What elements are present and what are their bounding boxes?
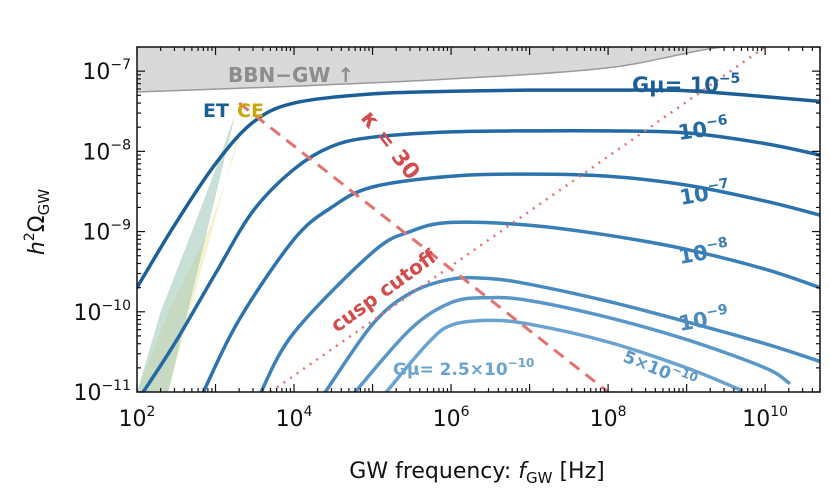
y-tick-label-1: 10−8: [82, 137, 131, 165]
cusp-label: cusp cutoff: [326, 244, 442, 337]
x-tick-label-4: 1010: [742, 404, 788, 432]
series-label-4: 10−8: [676, 235, 730, 269]
y-tick-label-0: 10−7: [82, 57, 131, 85]
bbn-line: [137, 47, 820, 93]
bbn-label: BBN−GW ↑: [228, 63, 354, 87]
series-line-4: [259, 220, 820, 392]
series-line-3: [201, 172, 820, 392]
et-sensitivity-region: [137, 113, 236, 392]
bbn-region: [137, 47, 820, 92]
series-line-6: [353, 295, 791, 392]
et-label: ET: [203, 100, 229, 122]
series-label-5: 10−9: [676, 302, 730, 336]
x-tick-labels: 102 104 106 108 1010: [119, 404, 788, 432]
y-tick-labels: 10−7 10−8 10−9 10−10 10−11: [73, 57, 131, 406]
kappa-30-line: [238, 101, 610, 392]
axis-ticks: [136, 46, 821, 393]
series-line-2: [141, 128, 820, 392]
ce-label: CE: [237, 100, 264, 122]
series-group: [137, 88, 820, 392]
series-label-6: 5×10−10: [620, 343, 700, 394]
plot-frame: [136, 46, 821, 393]
series-label-7: Gμ= 2.5×10−10: [393, 356, 534, 380]
x-tick-label-3: 108: [590, 404, 627, 432]
series-line-1: [137, 88, 820, 290]
y-tick-label-3: 10−10: [73, 298, 131, 326]
series-label-3: 10−7: [677, 176, 731, 210]
x-tick-label-1: 104: [276, 404, 313, 432]
x-tick-label-0: 102: [119, 404, 156, 432]
y-tick-label-2: 10−9: [82, 218, 131, 246]
series-line-7: [384, 318, 744, 392]
y-axis-label: h2ΩGW: [22, 189, 53, 255]
y-tick-label-4: 10−11: [73, 378, 131, 406]
x-tick-label-2: 106: [433, 404, 470, 432]
kappa-label: κ = 30: [355, 106, 424, 184]
series-label-1: Gμ= 10−5: [632, 71, 740, 97]
series-label-2: 10−6: [676, 112, 730, 145]
x-axis-label: GW frequency: fGW [Hz]: [349, 459, 604, 487]
